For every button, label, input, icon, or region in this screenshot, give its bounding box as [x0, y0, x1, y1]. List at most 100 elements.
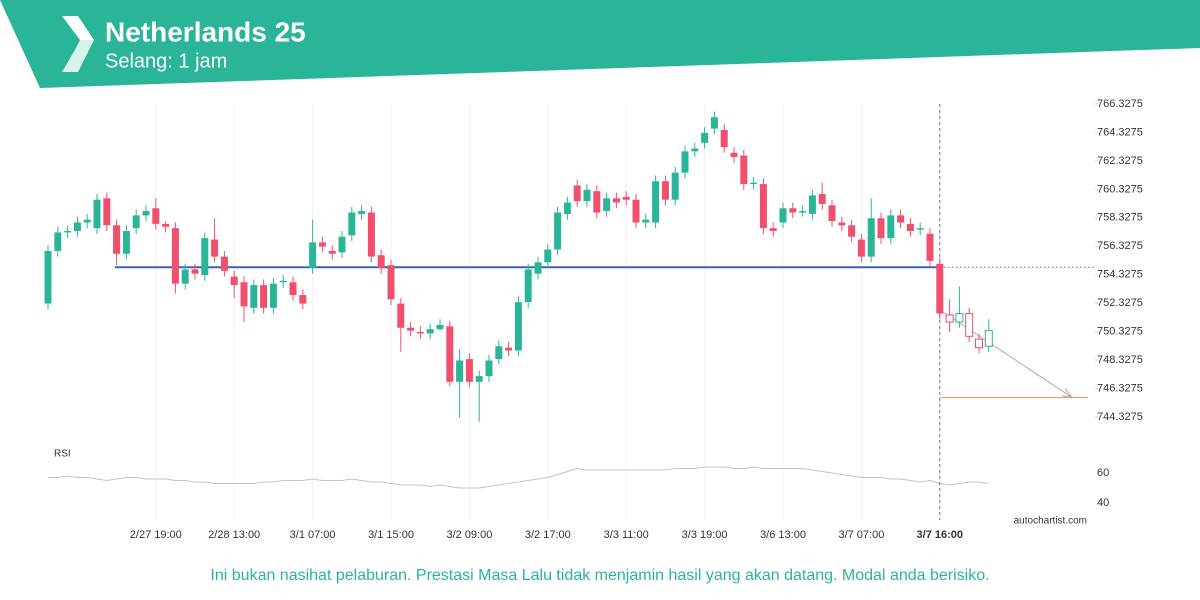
title: Netherlands 25 [105, 16, 306, 47]
candle-body [534, 262, 542, 274]
candle-body [955, 313, 964, 323]
candle-body [632, 199, 640, 223]
candle-body [984, 330, 993, 347]
candle-body [799, 211, 807, 213]
candle-body [652, 181, 660, 223]
candle-body [808, 195, 816, 214]
candle-body [475, 376, 483, 382]
candle-body [338, 236, 346, 253]
candle-body [358, 211, 366, 214]
candle-body [828, 205, 836, 222]
candle-body [485, 360, 493, 377]
y-tick-label: 744.3275 [1097, 411, 1143, 423]
candle-body [309, 242, 317, 269]
candle-body [54, 232, 62, 251]
y-tick-label: 750.3275 [1097, 326, 1143, 338]
candle-body [279, 280, 287, 283]
candle-body [514, 302, 522, 351]
candle-body [554, 212, 562, 250]
candle-body [730, 152, 738, 158]
rsi-tick-label: 60 [1097, 467, 1109, 479]
watermark: autochartist.com [1014, 516, 1087, 527]
y-tick-label: 758.3275 [1097, 212, 1143, 224]
candle-body [191, 269, 199, 274]
candle-body [436, 324, 444, 330]
candle-body [367, 212, 375, 257]
y-tick-label: 754.3275 [1097, 269, 1143, 281]
candle-body [848, 225, 856, 237]
candle-body [162, 223, 170, 227]
x-tick-label: 3/6 13:00 [760, 529, 806, 541]
rsi-label: RSI [54, 449, 71, 460]
candle-body [759, 184, 767, 229]
candle-body [573, 185, 581, 202]
candle-body [103, 198, 111, 226]
candle-body [906, 223, 914, 232]
candle-body [426, 329, 434, 334]
x-tick-label: 3/2 17:00 [525, 529, 571, 541]
candle-body [142, 211, 150, 216]
candle-body [250, 285, 258, 308]
forecast-arrow [939, 309, 1073, 398]
candle-body [113, 225, 121, 254]
candle-body [583, 189, 591, 202]
candle-body [328, 250, 336, 254]
x-tick-label: 3/1 15:00 [368, 529, 414, 541]
candle-body [397, 303, 405, 328]
logo [62, 16, 94, 72]
x-tick-label: 3/2 09:00 [446, 529, 492, 541]
candle-body [269, 283, 277, 308]
candle-body [838, 222, 846, 226]
candle-body [495, 346, 503, 360]
candle-body [887, 215, 895, 239]
candle-body [769, 228, 777, 232]
candle-body [201, 238, 209, 276]
candle-body [661, 181, 669, 200]
candle-body [348, 212, 356, 236]
candle-body [407, 327, 415, 331]
candle-body [377, 255, 385, 269]
candle-body [416, 332, 424, 334]
candle-body [877, 218, 885, 239]
candle-body [818, 194, 826, 204]
x-tick-label: 2/28 13:00 [208, 529, 260, 541]
candle-body [152, 208, 160, 224]
y-tick-label: 752.3275 [1097, 297, 1143, 309]
forecast-arrow-head [1061, 388, 1074, 399]
y-tick-label: 762.3275 [1097, 155, 1143, 167]
x-tick-label: 3/7 16:00 [917, 529, 963, 541]
candle-body [505, 347, 513, 351]
candle-body [720, 130, 728, 148]
candle-body [740, 155, 748, 185]
candle-body [612, 198, 620, 203]
candle-body [446, 326, 454, 382]
x-tick-label: 3/3 19:00 [682, 529, 728, 541]
x-tick-label: 2/27 19:00 [130, 529, 182, 541]
candle-body [260, 285, 268, 308]
y-tick-label: 748.3275 [1097, 354, 1143, 366]
candle-body [181, 269, 189, 284]
candle-body [897, 215, 905, 223]
candle-body [603, 198, 611, 212]
candle-body [622, 196, 630, 200]
y-tick-label: 760.3275 [1097, 183, 1143, 195]
candle-body [593, 191, 601, 213]
candle-body [671, 172, 679, 200]
candle-body [563, 202, 571, 214]
candle-body [789, 208, 797, 213]
candle-body [132, 215, 140, 229]
candle-body [122, 231, 130, 254]
candle-body [642, 219, 650, 223]
rsi-tick-label: 40 [1097, 497, 1109, 509]
candle-body [681, 151, 689, 173]
candle-body [211, 239, 219, 257]
candle-body [83, 219, 91, 223]
candle-body [220, 256, 228, 271]
candle-body [710, 117, 718, 129]
candle-body [916, 228, 924, 230]
candle-body [465, 359, 473, 382]
candle-body [318, 242, 326, 247]
candle-body [64, 231, 72, 233]
